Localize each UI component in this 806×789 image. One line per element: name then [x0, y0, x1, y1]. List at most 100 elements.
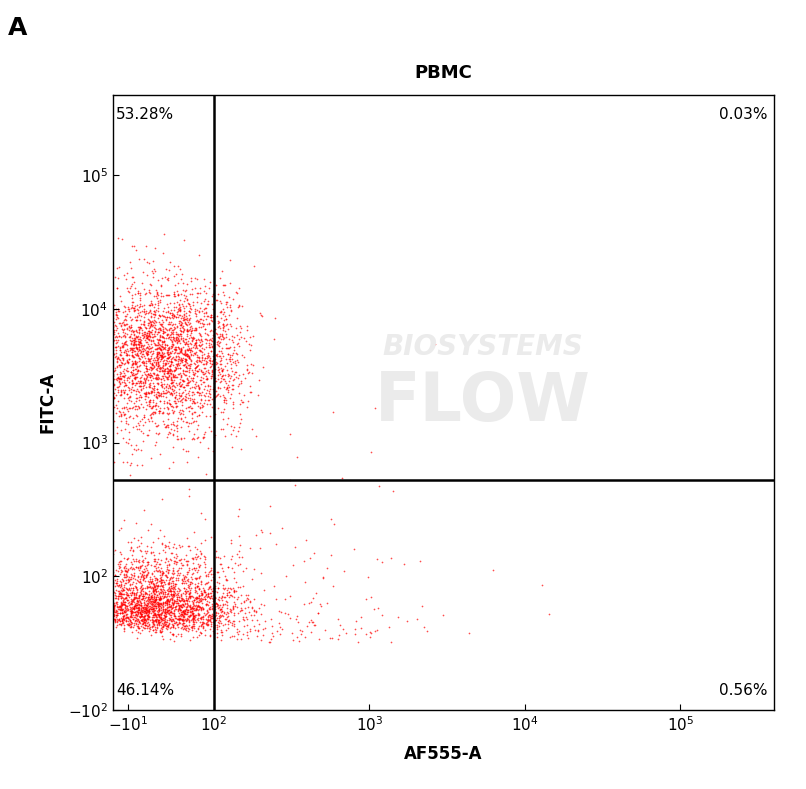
Point: [89, 605, 102, 618]
Point: [81, 557, 93, 570]
Point: [143, 387, 156, 399]
Point: [143, 353, 156, 365]
Point: [136, 348, 149, 361]
Point: [222, 614, 235, 626]
Point: [113, 555, 126, 568]
Point: [152, 346, 165, 359]
Point: [183, 623, 196, 635]
Point: [164, 605, 177, 618]
Point: [122, 365, 135, 378]
Point: [71, 552, 84, 564]
Point: [158, 591, 171, 604]
Point: [151, 564, 164, 577]
Point: [128, 590, 141, 603]
Point: [148, 325, 161, 338]
Point: [147, 380, 160, 392]
Point: [162, 341, 175, 353]
Point: [151, 348, 164, 361]
Point: [196, 313, 209, 326]
Point: [152, 596, 165, 609]
Point: [98, 580, 111, 593]
Point: [186, 618, 199, 630]
Point: [127, 331, 140, 344]
Point: [146, 608, 159, 621]
Point: [111, 600, 124, 613]
Point: [140, 579, 153, 592]
Point: [157, 335, 170, 347]
Point: [414, 555, 427, 567]
Point: [194, 378, 207, 391]
Point: [172, 600, 185, 613]
Point: [195, 350, 208, 363]
Point: [188, 387, 201, 400]
Point: [182, 405, 195, 417]
Point: [152, 378, 164, 391]
Point: [157, 358, 170, 371]
Point: [80, 578, 93, 590]
Point: [159, 546, 172, 559]
Point: [178, 332, 191, 345]
Point: [181, 593, 194, 605]
Point: [107, 605, 120, 618]
Point: [205, 620, 218, 633]
Point: [152, 299, 164, 312]
Point: [153, 609, 166, 622]
Point: [148, 595, 161, 608]
Point: [198, 585, 211, 598]
Point: [152, 355, 165, 368]
Point: [147, 577, 160, 589]
Point: [164, 357, 177, 370]
Point: [138, 599, 151, 611]
Point: [156, 364, 168, 376]
Point: [159, 591, 172, 604]
Point: [81, 375, 94, 387]
Point: [143, 596, 156, 608]
Point: [217, 598, 230, 611]
Point: [118, 611, 131, 624]
Point: [160, 574, 172, 587]
Point: [217, 350, 230, 362]
Point: [94, 605, 107, 618]
Point: [108, 386, 121, 398]
Point: [164, 364, 177, 376]
Point: [58, 619, 71, 631]
Point: [196, 342, 209, 355]
Point: [179, 344, 192, 357]
Point: [100, 372, 113, 385]
Point: [193, 589, 206, 601]
Point: [142, 352, 155, 365]
Point: [221, 342, 234, 354]
Point: [161, 590, 174, 603]
Point: [216, 365, 229, 378]
Point: [132, 335, 145, 348]
Point: [189, 336, 202, 349]
Point: [152, 296, 164, 308]
Point: [214, 609, 226, 622]
Point: [207, 350, 220, 362]
Point: [124, 320, 137, 333]
Point: [185, 397, 198, 409]
Point: [137, 616, 150, 629]
Point: [164, 340, 177, 353]
Point: [166, 601, 179, 614]
Point: [116, 352, 129, 365]
Point: [115, 341, 128, 353]
Point: [194, 578, 207, 590]
Point: [166, 578, 179, 591]
Point: [114, 590, 127, 603]
Point: [82, 565, 95, 578]
Point: [104, 333, 117, 346]
Point: [173, 303, 186, 316]
Point: [129, 311, 142, 323]
Point: [164, 312, 177, 324]
Point: [125, 601, 138, 614]
Point: [167, 310, 180, 323]
Point: [207, 287, 220, 300]
Point: [82, 561, 95, 574]
Point: [177, 605, 190, 618]
Point: [142, 387, 155, 399]
Point: [100, 376, 113, 388]
Point: [193, 592, 206, 604]
Point: [257, 623, 270, 635]
Point: [111, 558, 124, 570]
